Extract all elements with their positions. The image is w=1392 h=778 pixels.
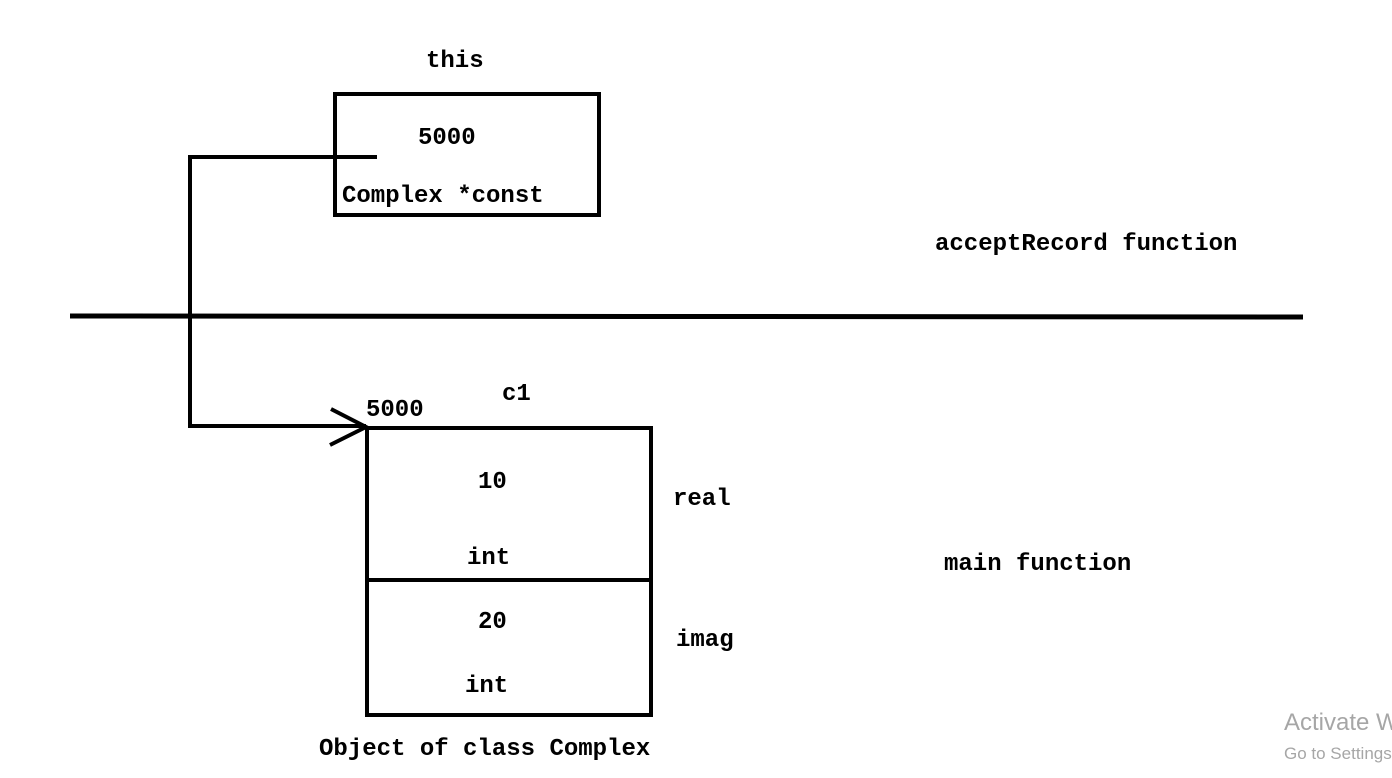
pointer-connector-line [188, 155, 377, 428]
field-imag-value: 20 [478, 609, 507, 636]
field-imag-name: imag [676, 627, 734, 654]
activation-watermark-subtitle: Go to Settings [1284, 744, 1392, 763]
object-address: 5000 [366, 397, 424, 424]
this-pointer-label: this [426, 48, 484, 75]
this-pointer-box [333, 92, 601, 217]
this-pointer-type: Complex *const [342, 183, 544, 210]
scope-separator-line [69, 313, 1304, 320]
object-box [365, 426, 653, 717]
scope-label-accept-record: acceptRecord function [935, 231, 1238, 258]
field-real-name: real [673, 486, 731, 513]
this-pointer-value: 5000 [418, 125, 476, 152]
scope-label-main: main function [944, 551, 1132, 578]
object-name: c1 [502, 381, 531, 408]
field-imag-type: int [465, 673, 509, 700]
object-caption: Object of class Complex [319, 736, 651, 763]
activation-watermark-title: Activate W [1284, 709, 1392, 736]
field-real-type: int [467, 545, 511, 572]
field-real-value: 10 [478, 469, 507, 496]
